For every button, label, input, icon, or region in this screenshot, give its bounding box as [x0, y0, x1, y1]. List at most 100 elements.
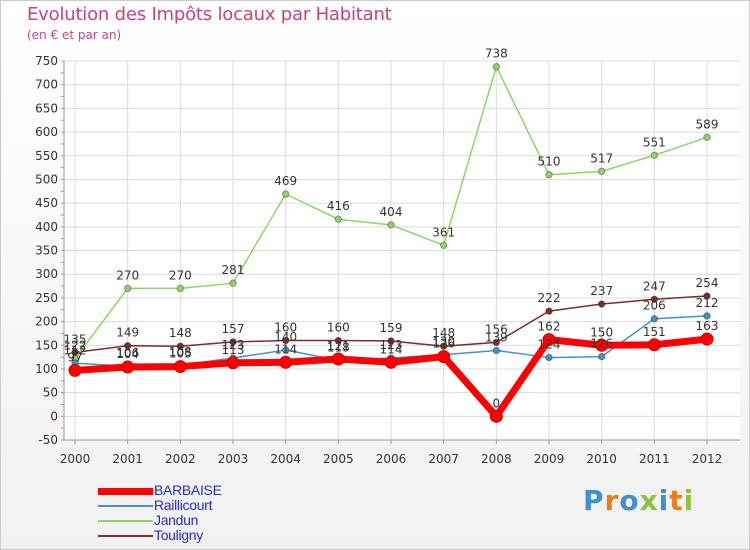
y-tick-label: 200	[35, 315, 58, 329]
data-point-touligny	[176, 342, 185, 350]
data-label-barbaise: 151	[643, 325, 666, 339]
data-point-touligny	[545, 307, 553, 315]
data-label-jandun: 589	[696, 117, 719, 131]
y-tick-label: 700	[35, 78, 58, 92]
data-point-barbaise	[384, 355, 398, 369]
y-tick-label: 500	[35, 172, 58, 186]
data-label-barbaise: 0	[493, 396, 501, 410]
data-label-raillicourt: 140	[274, 330, 297, 344]
data-label-barbaise: 126	[432, 337, 455, 351]
data-label-barbaise: 114	[380, 342, 403, 356]
x-tick-label: 2009	[534, 452, 565, 466]
data-point-barbaise	[68, 363, 82, 377]
data-point-touligny	[492, 338, 501, 347]
data-point-raillicourt	[281, 346, 290, 354]
logo-letter: x	[639, 484, 659, 517]
y-tick-label: 650	[35, 101, 58, 115]
data-label-jandun: 551	[643, 135, 666, 149]
data-label-jandun: 122	[64, 339, 87, 353]
data-label-touligny: 156	[485, 322, 508, 336]
data-point-jandun	[387, 221, 395, 229]
data-point-touligny	[334, 336, 343, 345]
legend-label: Raillicourt	[154, 497, 213, 513]
data-point-jandun	[334, 215, 343, 223]
data-label-touligny: 247	[643, 279, 666, 293]
data-point-jandun	[229, 279, 237, 287]
logo-letter: t	[669, 484, 684, 517]
data-label-touligny: 148	[432, 326, 455, 340]
data-point-barbaise	[595, 338, 609, 352]
data-label-jandun: 738	[485, 47, 508, 61]
data-label-raillicourt: 112	[64, 343, 87, 357]
x-tick-label: 2005	[323, 452, 354, 466]
data-label-touligny: 237	[590, 284, 613, 298]
legend-swatch	[98, 520, 153, 522]
data-label-raillicourt: 123	[222, 338, 245, 352]
data-label-touligny: 160	[327, 321, 350, 335]
legend-swatch	[98, 535, 153, 537]
x-tick-label: 2010	[586, 452, 617, 466]
data-point-jandun	[703, 133, 711, 141]
logo-letter: i	[683, 484, 695, 517]
data-label-touligny: 135	[64, 332, 87, 346]
data-label-jandun: 416	[327, 199, 350, 213]
legend-label: BARBAISE	[154, 482, 222, 498]
data-label-raillicourt: 106	[116, 346, 139, 360]
data-point-jandun	[281, 190, 290, 198]
y-tick-label: 550	[35, 149, 58, 163]
data-point-barbaise	[173, 360, 187, 374]
y-tick-label: 250	[35, 291, 58, 305]
data-label-barbaise: 163	[696, 319, 719, 333]
data-label-jandun: 270	[169, 268, 192, 282]
proxiti-logo: Proxiti	[583, 484, 694, 517]
x-tick-label: 2003	[218, 452, 249, 466]
y-tick-label: 0	[50, 409, 58, 423]
y-tick-label: 150	[35, 338, 58, 352]
data-label-raillicourt: 212	[696, 296, 719, 310]
data-point-touligny	[387, 337, 395, 345]
data-point-jandun	[176, 284, 185, 293]
data-label-raillicourt: 139	[485, 330, 508, 344]
y-tick-label: 350	[35, 244, 58, 258]
data-label-jandun: 404	[380, 205, 403, 219]
x-tick-label: 2008	[481, 452, 512, 466]
data-label-touligny: 157	[222, 322, 245, 336]
data-label-raillicourt: 123	[380, 338, 403, 352]
data-point-touligny	[229, 338, 237, 346]
data-point-touligny	[123, 342, 132, 350]
legend-swatch	[98, 505, 153, 507]
data-point-touligny	[703, 292, 711, 300]
data-point-touligny	[281, 336, 290, 345]
data-label-barbaise: 97	[67, 350, 82, 364]
x-tick-label: 2006	[376, 452, 407, 466]
data-point-raillicourt	[650, 315, 659, 323]
logo-letter: o	[619, 484, 640, 517]
data-point-barbaise	[542, 333, 556, 347]
data-point-jandun	[123, 284, 132, 293]
x-tick-label: 2002	[165, 452, 196, 466]
data-label-raillicourt: 108	[169, 345, 192, 359]
y-tick-label: 750	[35, 54, 58, 68]
data-point-barbaise	[700, 332, 714, 346]
x-tick-label: 2001	[112, 452, 143, 466]
data-label-raillicourt: 206	[643, 299, 666, 313]
legend-label: Jandun	[154, 512, 199, 528]
y-tick-label: 50	[43, 386, 58, 400]
x-tick-label: 2011	[639, 452, 670, 466]
y-tick-label: 400	[35, 220, 58, 234]
data-label-barbaise: 162	[538, 320, 561, 334]
data-label-jandun: 361	[432, 225, 455, 239]
data-point-barbaise	[437, 350, 451, 364]
data-point-barbaise	[647, 338, 661, 352]
data-label-jandun: 517	[590, 151, 613, 165]
y-tick-label: 450	[35, 196, 58, 210]
data-point-touligny	[650, 295, 659, 303]
x-tick-label: 2007	[428, 452, 459, 466]
logo-letter: P	[583, 484, 605, 517]
data-point-jandun	[545, 171, 553, 179]
data-label-touligny: 159	[380, 321, 403, 335]
data-point-raillicourt	[597, 352, 606, 361]
data-label-raillicourt: 118	[327, 340, 350, 354]
data-label-barbaise: 114	[274, 342, 297, 356]
